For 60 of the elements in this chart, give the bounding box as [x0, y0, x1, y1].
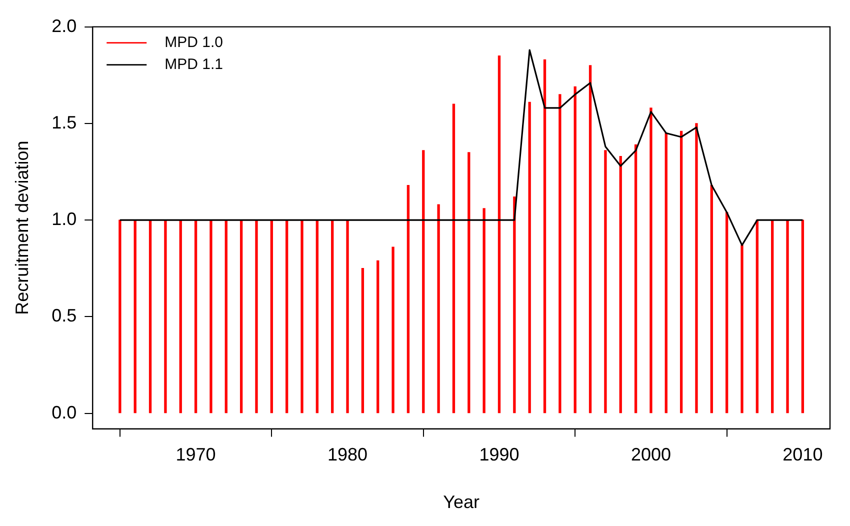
bar — [270, 220, 273, 414]
bar — [224, 220, 228, 414]
x-tick-label: 2000 — [630, 444, 671, 465]
bar — [513, 196, 516, 414]
bar — [179, 220, 182, 414]
bar — [558, 94, 562, 414]
bar — [740, 244, 744, 414]
bar — [286, 220, 288, 414]
bar — [680, 130, 683, 414]
bar — [664, 132, 668, 414]
bar — [316, 220, 319, 414]
y-tick-label: 1.5 — [52, 112, 77, 132]
bar — [194, 220, 198, 414]
bar — [452, 104, 456, 414]
y-tick-label: 0.0 — [52, 402, 77, 422]
y-axis-title: Recruitment deviation — [12, 140, 32, 315]
y-tick-label: 0.5 — [52, 306, 77, 326]
bar — [406, 184, 410, 414]
x-axis-title: Year — [443, 492, 480, 512]
x-tick-label: 2010 — [782, 444, 823, 465]
bar — [786, 220, 789, 414]
bar — [240, 220, 243, 414]
bar — [543, 59, 546, 414]
bar — [771, 220, 774, 414]
y-tick-label: 1.0 — [52, 209, 77, 230]
bar — [574, 86, 576, 414]
bar — [148, 220, 152, 414]
bar — [710, 184, 713, 414]
bar — [300, 220, 304, 414]
bar — [650, 108, 652, 414]
bar — [392, 246, 394, 414]
y-tick-label: 2.0 — [52, 16, 77, 36]
bar — [331, 220, 334, 414]
x-tick-label: 1990 — [479, 444, 520, 465]
bar — [437, 204, 440, 414]
bar — [118, 220, 122, 414]
bar — [726, 212, 728, 414]
bar — [134, 220, 136, 414]
legend-label: MPD 1.1 — [164, 56, 223, 73]
bar — [376, 260, 380, 414]
x-tick-label: 1970 — [176, 444, 216, 465]
bar — [164, 220, 167, 414]
bar — [604, 150, 607, 414]
bar — [634, 144, 638, 414]
bar — [346, 220, 349, 414]
bar — [801, 220, 804, 414]
bar — [528, 102, 531, 414]
legend-label: MPD 1.0 — [164, 34, 223, 51]
bar — [468, 152, 470, 414]
x-tick-label: 1980 — [327, 444, 368, 465]
bar — [588, 65, 592, 414]
bar — [422, 150, 425, 414]
bar — [210, 220, 212, 414]
bar — [695, 123, 698, 414]
bar — [361, 268, 364, 414]
bar — [756, 220, 759, 414]
bar — [498, 55, 501, 414]
bar — [482, 208, 486, 414]
bar — [255, 220, 258, 414]
bar — [619, 156, 622, 414]
